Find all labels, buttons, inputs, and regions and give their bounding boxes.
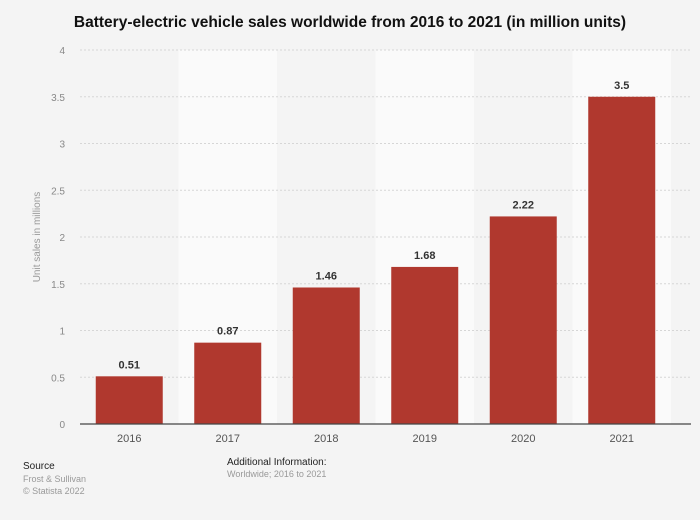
data-label: 3.5 xyxy=(614,80,629,92)
bar xyxy=(292,287,360,424)
additional-info-heading: Additional Information: xyxy=(227,457,327,468)
chart-title: Battery-electric vehicle sales worldwide… xyxy=(73,14,627,31)
x-tick-label: 2016 xyxy=(117,433,141,445)
data-label: 2.22 xyxy=(513,199,534,211)
source-heading: Source xyxy=(23,461,55,472)
data-label: 1.68 xyxy=(414,250,435,262)
data-label: 1.46 xyxy=(316,270,337,282)
y-axis-label: Unit sales in millions xyxy=(32,192,43,283)
bar xyxy=(194,342,262,424)
y-tick-label: 3.5 xyxy=(51,93,65,104)
copyright-text: © Statista 2022 xyxy=(23,486,85,496)
x-tick-label: 2021 xyxy=(610,433,634,445)
data-label: 0.51 xyxy=(119,359,140,371)
y-tick-label: 1 xyxy=(59,327,65,338)
x-tick-label: 2020 xyxy=(511,433,535,445)
y-tick-label: 2 xyxy=(59,233,65,244)
y-tick-label: 0 xyxy=(59,420,65,431)
y-tick-label: 2.5 xyxy=(51,186,65,197)
source-text: Frost & Sullivan xyxy=(23,474,87,484)
y-tick-label: 1.5 xyxy=(51,280,65,291)
x-tick-label: 2017 xyxy=(216,433,240,445)
y-tick-label: 0.5 xyxy=(51,373,65,384)
x-tick-label: 2018 xyxy=(314,433,338,445)
y-tick-label: 4 xyxy=(59,46,65,57)
bar xyxy=(95,376,163,424)
x-tick-label: 2019 xyxy=(413,433,437,445)
bar xyxy=(489,216,557,424)
bar xyxy=(391,266,459,424)
y-tick-label: 3 xyxy=(59,140,65,151)
additional-info-text: Worldwide; 2016 to 2021 xyxy=(227,469,327,479)
bar xyxy=(588,96,656,424)
data-label: 0.87 xyxy=(217,326,238,338)
